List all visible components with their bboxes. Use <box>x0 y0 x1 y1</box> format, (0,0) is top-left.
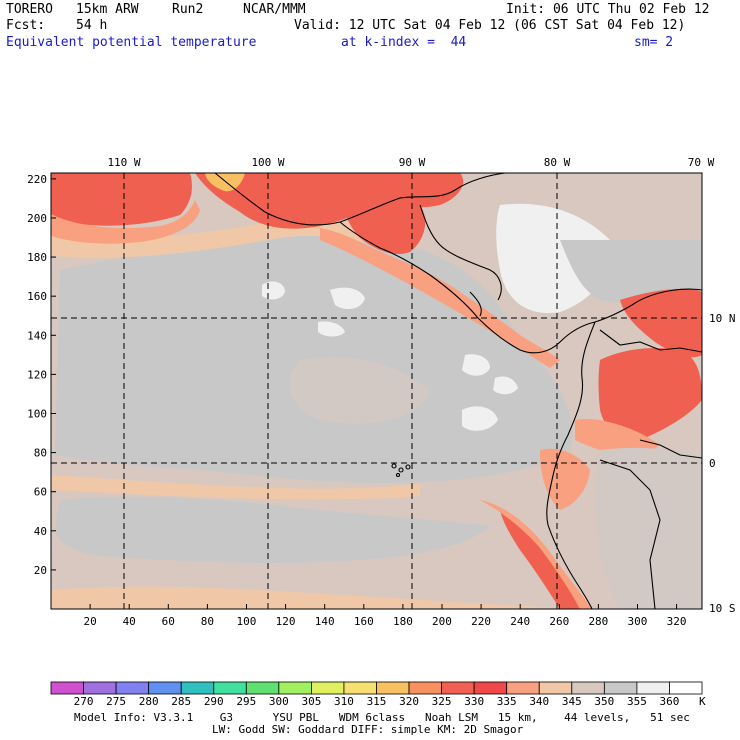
map-frame <box>50 172 703 610</box>
colorbar-label: 295 <box>236 695 256 708</box>
field-shading <box>51 173 702 609</box>
init-time: Init: 06 UTC Thu 02 Feb 12 <box>506 2 710 17</box>
x-axis-label: 300 <box>628 615 648 625</box>
x-axis-label: 100 <box>237 615 257 625</box>
model-info: Model Info: V3.3.1 G3 YSU PBL WDM 6class… <box>74 711 690 724</box>
valid-time: Valid: 12 UTC Sat 04 Feb 12 (06 CST Sat … <box>294 18 686 33</box>
y-axis-label: 40 <box>34 525 47 538</box>
colorbar-swatch <box>636 681 670 695</box>
x-axis-label: 80 <box>201 615 214 625</box>
colorbar: 270 275 280 285 290 295 300 305 310 315 320 325 330 3… <box>50 681 706 708</box>
x-axis-label: 320 <box>667 615 687 625</box>
colorbar-label: 290 <box>204 695 224 708</box>
colorbar-swatch <box>50 681 84 695</box>
x-axis-label: 140 <box>315 615 335 625</box>
forecast-label: Fcst: <box>6 18 46 33</box>
colorbar-swatch <box>506 681 540 695</box>
colorbar-label: 335 <box>497 695 517 708</box>
x-axis-label: 60 <box>162 615 175 625</box>
lat-label-0: 0 <box>709 457 716 470</box>
colorbar-swatch <box>603 681 638 695</box>
colorbar-label: 270 <box>74 695 94 708</box>
colorbar-label: 360 <box>660 695 680 708</box>
colorbar-swatch <box>278 681 312 695</box>
x-axis-label: 180 <box>393 615 413 625</box>
colorbar-swatch <box>408 681 442 695</box>
lon-label-110w: 110 W <box>107 156 140 169</box>
lon-label-100w: 100 W <box>251 156 284 169</box>
colorbar-label: 310 <box>334 695 354 708</box>
axes: 220 200 180 160 140 120 100 80 60 40 20 20 40 60 80 100… <box>27 173 686 625</box>
colorbar-swatch <box>473 681 508 695</box>
y-axis-label: 60 <box>34 486 47 499</box>
map-panel: 220 200 180 160 140 120 100 80 60 40 20 20 40 60 80 100… <box>27 156 736 625</box>
smoothing-label: sm= 2 <box>634 35 674 50</box>
run-label: Run2 <box>172 2 204 17</box>
colorbar-label: 280 <box>139 695 159 708</box>
colorbar-label: 325 <box>432 695 452 708</box>
physics-info: LW: Godd SW: Goddard DIFF: simple KM: 2D… <box>212 723 524 736</box>
colorbar-swatch <box>213 681 247 695</box>
colorbar-label: 350 <box>594 695 614 708</box>
forecast-hours: 54 h <box>76 18 108 33</box>
colorbar-label: 275 <box>106 695 126 708</box>
graticule <box>51 173 702 609</box>
x-axis-label: 240 <box>510 615 530 625</box>
colorbar-swatch <box>376 681 410 695</box>
colorbar-swatch <box>115 681 150 695</box>
colorbar-label: 345 <box>562 695 582 708</box>
coastlines <box>214 173 702 609</box>
colorbar-label: 340 <box>529 695 549 708</box>
level-label: at k-index = 44 <box>341 35 467 50</box>
field-name: Equivalent potential temperature <box>6 35 257 50</box>
colorbar-swatch <box>669 681 703 695</box>
colorbar-labels: 270 275 280 285 290 295 300 305 310 315 320 325 330 3… <box>74 695 680 708</box>
x-axis-label: 160 <box>354 615 374 625</box>
y-axis-label: 140 <box>27 329 47 342</box>
colorbar-swatch <box>538 681 573 695</box>
colorbar-swatch <box>245 681 280 695</box>
colorbar-swatch <box>571 681 605 695</box>
colorbar-label: 300 <box>269 695 289 708</box>
colorbar-swatch <box>343 681 377 695</box>
x-axis-label: 40 <box>123 615 136 625</box>
x-axis-label: 200 <box>432 615 452 625</box>
y-axis-label: 180 <box>27 251 47 264</box>
colorbar-swatch <box>83 681 117 695</box>
colorbar-label: 320 <box>399 695 419 708</box>
model-name: TORERO <box>6 2 53 17</box>
x-axis-label: 120 <box>276 615 296 625</box>
lat-label-10n: 10 N <box>709 312 736 325</box>
y-axis-label: 80 <box>34 447 47 460</box>
colorbar-label: 305 <box>301 695 321 708</box>
colorbar-swatch <box>310 681 345 695</box>
x-axis-label: 260 <box>549 615 569 625</box>
lat-label-10s: 10 S <box>709 602 736 615</box>
model-resolution: 15km ARW <box>76 2 139 17</box>
colorbar-label: 330 <box>464 695 484 708</box>
organization: NCAR/MMM <box>243 2 306 17</box>
colorbar-swatches <box>50 681 703 695</box>
lon-label-90w: 90 W <box>399 156 426 169</box>
y-axis-label: 100 <box>27 407 47 420</box>
y-axis-label: 200 <box>27 212 47 225</box>
y-axis-label: 120 <box>27 368 47 381</box>
colorbar-label: 285 <box>171 695 191 708</box>
x-axis-label: 20 <box>83 615 96 625</box>
lon-label-70w: 70 W <box>688 156 715 169</box>
x-axis-label: 280 <box>588 615 608 625</box>
colorbar-label: 355 <box>627 695 647 708</box>
colorbar-label: 315 <box>367 695 387 708</box>
y-axis-label: 160 <box>27 290 47 303</box>
colorbar-swatch <box>148 681 182 695</box>
lon-label-80w: 80 W <box>544 156 571 169</box>
y-axis-label: 20 <box>34 564 47 577</box>
colorbar-unit: K <box>699 695 706 708</box>
colorbar-swatch <box>441 681 475 695</box>
y-axis-label: 220 <box>27 173 47 186</box>
colorbar-swatch <box>180 681 215 695</box>
x-axis-label: 220 <box>471 615 491 625</box>
